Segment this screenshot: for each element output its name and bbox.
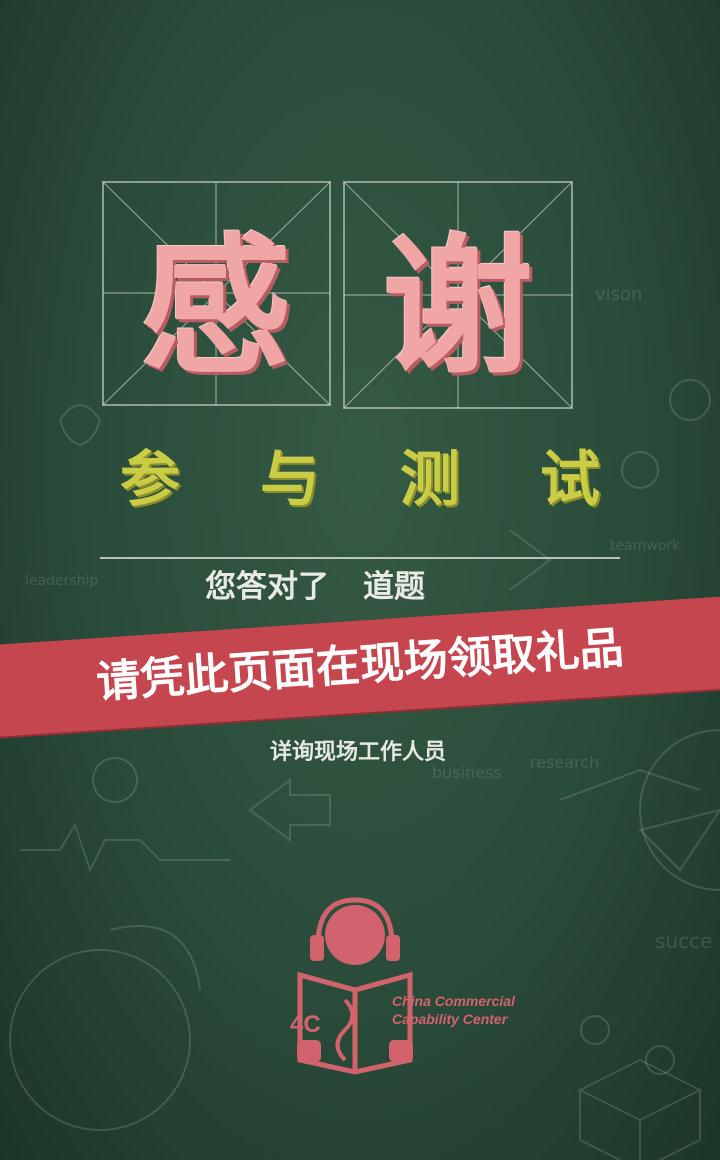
- logo-name-line-1: China Commercial: [392, 993, 515, 1009]
- chevron-doodle: [509, 529, 552, 591]
- doodle-word-vison: vison: [595, 284, 642, 305]
- title-grid-box-right: [343, 181, 573, 409]
- lightbulb-doodle-icon: [580, 1015, 610, 1045]
- doodle-word-succe: succe: [655, 929, 712, 953]
- arrow-doodle: [248, 778, 331, 842]
- lightbulb-doodle-icon: [669, 379, 711, 421]
- doodle-word-teamwork: teamwork: [610, 538, 681, 554]
- staff-note: 详询现场工作人员: [270, 740, 447, 765]
- box-doodle: [577, 1058, 703, 1160]
- answer-count-suffix: 道题: [363, 569, 425, 605]
- subtitle: 参 与 测 试: [120, 440, 600, 520]
- subtitle-char-2: 与: [260, 445, 320, 515]
- heartbeat-doodle: [20, 822, 230, 873]
- answer-count-prefix: 您答对了: [205, 569, 329, 605]
- chalk-divider: [100, 557, 620, 559]
- connector-doodle: [559, 768, 701, 801]
- subtitle-char-1: 参: [120, 445, 180, 515]
- lightbulb-doodle-icon: [621, 451, 659, 489]
- lightbulb-doodle-icon: [645, 1045, 675, 1075]
- subtitle-char-4: 试: [540, 445, 600, 515]
- logo-emblem: [297, 897, 413, 1075]
- lightbulb-doodle-icon: [92, 757, 138, 803]
- doodle-word-business: business: [432, 763, 502, 782]
- doodle-word-leadership: leadership: [25, 573, 98, 589]
- curved-arrow-doodle: [109, 925, 201, 991]
- title-char-2: 谢: [382, 221, 533, 395]
- doodle-word-research: research: [530, 753, 599, 772]
- logo-4c-mark: 4C: [290, 1011, 321, 1038]
- people-circle-doodle: [9, 949, 191, 1131]
- subtitle-char-3: 测: [400, 445, 460, 515]
- pie-chart-doodle: [639, 729, 720, 891]
- answer-count-text: 您答对了 道题: [205, 562, 535, 612]
- pie-chart-slice-doodle: [638, 808, 720, 872]
- lightbulb-doodle-icon: [58, 404, 102, 447]
- title-char-1: 感: [140, 221, 291, 395]
- title-grid-box-left: [102, 181, 331, 406]
- logo-name-line-2: Capability Center: [392, 1011, 508, 1027]
